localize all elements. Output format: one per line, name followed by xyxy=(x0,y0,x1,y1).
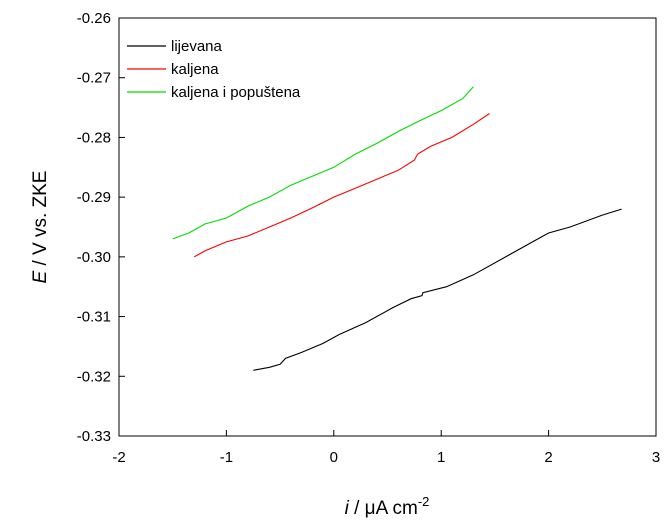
series-line-3 xyxy=(172,86,474,240)
x-axis-ticks: -2 -1 0 1 2 3 xyxy=(112,430,660,466)
x-tick-label: -1 xyxy=(220,449,233,466)
y-axis-ticks: -0.33 -0.32 -0.31 -0.30 -0.29 -0.28 -0.27 -0.26 xyxy=(77,10,125,445)
legend-label: kaljena xyxy=(171,61,219,78)
y-tick-label: -0.29 xyxy=(77,189,111,206)
legend-label: lijevana xyxy=(171,38,223,55)
y-tick-label: -0.26 xyxy=(77,10,111,27)
series-layer xyxy=(172,86,622,371)
series-line-1 xyxy=(253,208,622,371)
legend-label: kaljena i popuštena xyxy=(171,84,301,101)
series-line-2 xyxy=(193,113,490,258)
x-tick-label: 3 xyxy=(652,449,660,466)
y-tick-label: -0.33 xyxy=(77,428,111,445)
y-tick-label: -0.31 xyxy=(77,309,111,326)
y-axis-title: E / V vs. ZKE xyxy=(30,171,51,284)
y-tick-label: -0.27 xyxy=(77,70,111,87)
x-tick-label: 2 xyxy=(544,449,552,466)
x-tick-label: 0 xyxy=(330,449,338,466)
y-tick-label: -0.32 xyxy=(77,368,111,385)
plot-frame xyxy=(118,17,657,437)
x-tick-label: 1 xyxy=(437,449,445,466)
x-axis-title: i / μA cm-2 xyxy=(345,494,430,519)
y-tick-label: -0.28 xyxy=(77,129,111,146)
legend: lijevana kaljena kaljena i popuštena xyxy=(127,38,301,101)
y-tick-label: -0.30 xyxy=(77,249,111,266)
x-tick-label: -2 xyxy=(112,449,125,466)
